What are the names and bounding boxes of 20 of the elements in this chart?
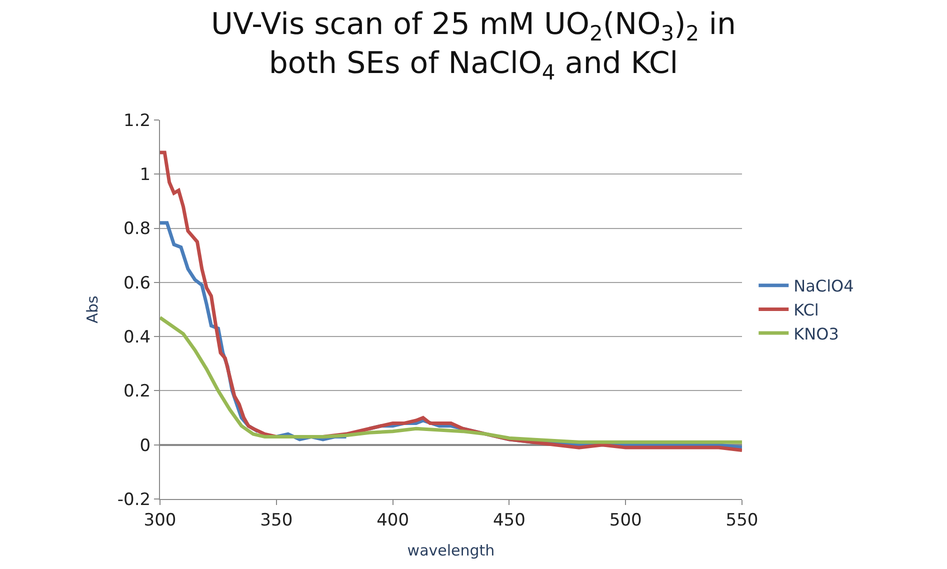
y-tick-label: 1 <box>140 165 151 186</box>
y-tick-label: 0.8 <box>124 219 151 240</box>
legend-label: NaClO4 <box>794 276 854 296</box>
y-tick-label: 0.2 <box>124 382 151 402</box>
x-tick-label: 300 <box>144 510 176 530</box>
y-tick-label: 0.4 <box>124 328 151 348</box>
x-tick-label: 500 <box>609 510 642 530</box>
y-axis-title: Abs <box>84 296 102 324</box>
legend-label: KNO3 <box>794 324 839 344</box>
y-tick-label: 1.2 <box>124 110 151 131</box>
x-tick-label: 550 <box>726 510 758 530</box>
x-tick-label: 400 <box>376 510 410 530</box>
y-tick-label: -0.2 <box>117 490 151 510</box>
x-axis-title: wavelength <box>407 541 495 560</box>
y-tick-label: 0 <box>140 436 151 456</box>
legend-label: KCl <box>794 300 819 320</box>
x-tick-label: 350 <box>260 510 293 530</box>
chart-title: UV-Vis scan of 25 mM UO$_{2}$(NO$_{3}$)$_{2}$ in both SEs of NaClO$_{4}$ and KCl <box>210 7 736 84</box>
x-tick-label: 450 <box>492 510 526 530</box>
y-tick-label: 0.6 <box>124 273 151 294</box>
